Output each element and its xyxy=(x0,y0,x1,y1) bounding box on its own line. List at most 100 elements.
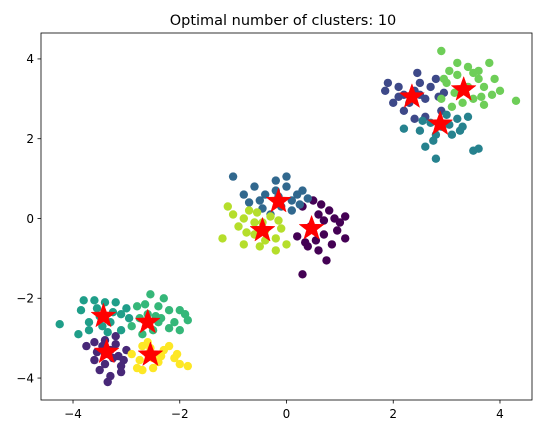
data-point-cluster-7 xyxy=(458,98,467,108)
data-point-cluster-7 xyxy=(495,86,505,96)
data-point-cluster-7 xyxy=(437,94,446,104)
data-point-cluster-7 xyxy=(450,88,459,98)
y-tick-label: 4 xyxy=(26,52,34,66)
data-point-cluster-2 xyxy=(413,68,422,78)
data-point-cluster-4 xyxy=(431,154,441,163)
data-point-cluster-7 xyxy=(437,46,446,56)
data-point-cluster-5 xyxy=(111,298,120,307)
plot-area xyxy=(55,46,521,387)
centroid-star-marker xyxy=(265,187,292,213)
data-point-cluster-9 xyxy=(148,363,158,373)
data-point-cluster-7 xyxy=(469,94,478,104)
data-point-cluster-4 xyxy=(455,126,465,135)
data-point-cluster-3 xyxy=(303,194,312,203)
data-point-cluster-6 xyxy=(183,316,192,325)
data-point-cluster-5 xyxy=(90,296,99,305)
data-point-cluster-8 xyxy=(234,222,243,231)
data-point-cluster-9 xyxy=(138,365,147,375)
y-tick-label: 2 xyxy=(26,132,34,146)
data-point-cluster-7 xyxy=(463,62,473,72)
data-point-cluster-2 xyxy=(410,114,419,124)
y-tick-label: 0 xyxy=(26,212,34,226)
data-point-cluster-8 xyxy=(255,242,264,251)
data-point-cluster-4 xyxy=(415,126,425,135)
data-point-cluster-3 xyxy=(250,182,259,191)
data-point-cluster-8 xyxy=(239,240,248,249)
data-point-cluster-5 xyxy=(84,326,94,335)
data-point-cluster-6 xyxy=(164,324,174,333)
data-point-cluster-5 xyxy=(92,304,102,313)
data-point-cluster-1 xyxy=(82,341,91,351)
centroid-star-marker xyxy=(249,216,276,242)
data-point-cluster-7 xyxy=(474,74,483,84)
data-point-cluster-1 xyxy=(90,338,99,347)
data-point-cluster-1 xyxy=(103,377,112,387)
data-point-cluster-8 xyxy=(277,224,286,233)
data-point-cluster-1 xyxy=(90,355,99,365)
data-point-cluster-0 xyxy=(314,210,323,219)
data-point-cluster-8 xyxy=(271,246,280,255)
data-point-cluster-4 xyxy=(463,112,473,122)
data-point-cluster-6 xyxy=(170,318,179,327)
data-point-cluster-1 xyxy=(116,367,126,377)
data-point-cluster-0 xyxy=(301,238,310,247)
data-point-cluster-6 xyxy=(140,300,150,309)
data-point-cluster-0 xyxy=(325,206,334,215)
data-point-cluster-3 xyxy=(244,198,254,207)
data-point-cluster-8 xyxy=(242,228,251,237)
data-point-cluster-0 xyxy=(319,230,329,239)
data-point-cluster-7 xyxy=(439,74,449,84)
x-tick-label: 4 xyxy=(496,407,504,421)
data-point-cluster-8 xyxy=(250,218,259,227)
data-point-cluster-4 xyxy=(418,116,427,126)
centroid-star-marker xyxy=(398,83,425,108)
data-point-cluster-8 xyxy=(218,234,227,243)
data-point-cluster-6 xyxy=(127,322,136,331)
data-point-cluster-7 xyxy=(469,68,478,78)
data-point-cluster-7 xyxy=(479,100,489,110)
centroid-star-marker xyxy=(137,341,164,367)
data-point-cluster-7 xyxy=(477,92,486,102)
data-point-cluster-4 xyxy=(453,114,462,124)
data-point-cluster-5 xyxy=(55,320,64,329)
data-point-cluster-5 xyxy=(100,298,110,307)
data-point-cluster-9 xyxy=(164,341,174,351)
data-point-cluster-7 xyxy=(485,58,494,68)
data-point-cluster-7 xyxy=(490,74,499,84)
data-point-cluster-7 xyxy=(453,70,462,80)
data-point-cluster-7 xyxy=(511,96,521,106)
x-tick-label: 0 xyxy=(283,407,291,421)
data-point-cluster-8 xyxy=(252,208,262,217)
data-point-cluster-7 xyxy=(479,82,489,92)
data-point-cluster-3 xyxy=(255,196,264,205)
data-point-cluster-2 xyxy=(399,106,409,116)
data-point-cluster-1 xyxy=(111,332,120,341)
axes: −4 −2 0 2 4 −4 −2 0 2 4 xyxy=(16,32,533,421)
data-point-cluster-2 xyxy=(381,86,390,96)
data-point-cluster-1 xyxy=(100,359,110,369)
chart-title: Optimal number of clusters: 10 xyxy=(170,13,397,29)
data-point-cluster-8 xyxy=(274,216,283,225)
centroid-star-marker xyxy=(450,75,477,101)
data-point-cluster-3 xyxy=(298,186,307,195)
data-point-cluster-3 xyxy=(287,206,296,215)
data-point-cluster-2 xyxy=(415,78,425,88)
data-point-cluster-6 xyxy=(156,314,166,323)
data-point-cluster-0 xyxy=(319,216,329,225)
data-point-cluster-4 xyxy=(399,124,409,133)
data-point-cluster-6 xyxy=(175,326,184,335)
data-point-cluster-2 xyxy=(394,92,403,102)
data-point-cluster-6 xyxy=(146,290,155,299)
data-point-cluster-5 xyxy=(76,306,86,315)
data-point-cluster-5 xyxy=(79,296,88,305)
data-point-cluster-0 xyxy=(314,246,323,255)
data-point-cluster-2 xyxy=(394,82,403,92)
centroid-star-marker xyxy=(93,338,120,364)
data-point-cluster-5 xyxy=(84,318,94,327)
data-point-cluster-9 xyxy=(175,359,184,369)
data-point-cluster-0 xyxy=(335,218,345,227)
data-point-cluster-8 xyxy=(271,234,280,243)
data-point-cluster-9 xyxy=(172,349,182,359)
data-point-cluster-7 xyxy=(453,58,462,68)
